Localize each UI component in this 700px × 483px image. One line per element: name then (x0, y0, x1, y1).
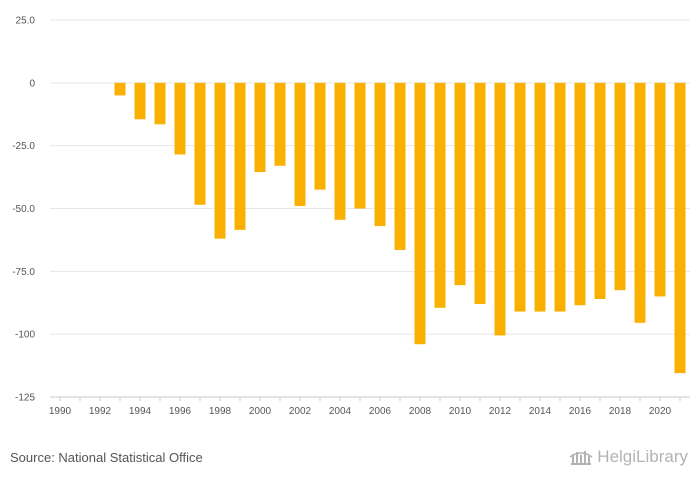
x-tick-label: 2012 (489, 406, 512, 417)
y-tick-label: -100 (15, 330, 35, 341)
y-tick-label: -125 (15, 393, 35, 404)
bar (234, 82, 246, 230)
x-tick-label: 1994 (129, 406, 152, 417)
y-tick-label: -50.0 (12, 204, 35, 215)
bar (194, 82, 206, 205)
y-tick-label: -75.0 (12, 267, 35, 278)
bar (314, 82, 326, 190)
bar (494, 82, 506, 336)
x-tick-label: 1990 (49, 406, 72, 417)
bar (354, 82, 366, 209)
x-tick-label: 2014 (529, 406, 552, 417)
bar (174, 82, 186, 155)
x-tick-label: 2004 (329, 406, 352, 417)
bar (414, 82, 426, 345)
bar (114, 82, 126, 96)
bar (334, 82, 346, 220)
library-logo-icon (569, 451, 593, 465)
x-tick-label: 2000 (249, 406, 272, 417)
bar (534, 82, 546, 312)
y-tick-label: 25.0 (16, 16, 36, 27)
bar (554, 82, 566, 312)
bar (474, 82, 486, 305)
y-tick-label: 0 (29, 78, 35, 89)
bar (374, 82, 386, 227)
brand-name: HelgiLibrary (597, 447, 688, 466)
x-tick-label: 2018 (609, 406, 632, 417)
bar (514, 82, 526, 312)
bar (574, 82, 586, 306)
bar (674, 82, 686, 374)
x-tick-label: 2002 (289, 406, 312, 417)
x-tick-label: 2016 (569, 406, 592, 417)
bar (394, 82, 406, 250)
bar (634, 82, 646, 323)
brand-logo: HelgiLibrary (569, 447, 688, 467)
x-tick-label: 1998 (209, 406, 232, 417)
bar (154, 82, 166, 125)
x-tick-label: 2010 (449, 406, 472, 417)
y-tick-label: -25.0 (12, 141, 35, 152)
x-tick-label: 2020 (649, 406, 672, 417)
bar (274, 82, 286, 166)
x-tick-label: 2006 (369, 406, 392, 417)
bar (214, 82, 226, 239)
x-tick-label: 1992 (89, 406, 112, 417)
bar (434, 82, 446, 308)
x-tick-label: 1996 (169, 406, 192, 417)
bar (654, 82, 666, 297)
x-tick-label: 2008 (409, 406, 432, 417)
bar (594, 82, 606, 299)
bar (254, 82, 266, 173)
bar (134, 82, 146, 120)
bar-chart: 25.0 0 -25.0 -50.0 -75.0 -100 -125 1990 1992 1994… (12, 16, 690, 417)
bar (614, 82, 626, 291)
bar (454, 82, 466, 286)
source-note: Source: National Statistical Office (10, 450, 203, 465)
bar (294, 82, 306, 206)
